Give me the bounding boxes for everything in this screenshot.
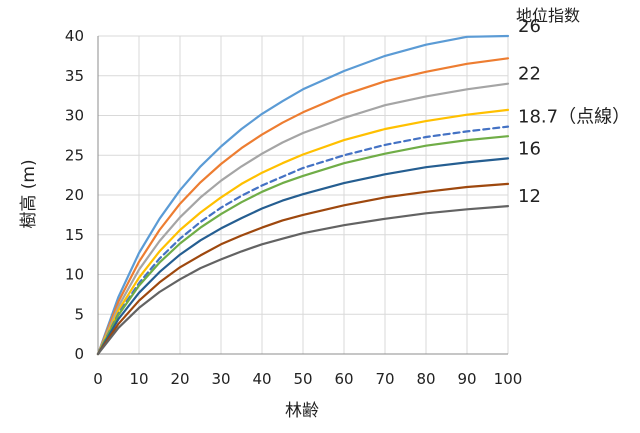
x-tick-labels: 0 10 20 30 40 50 60 70 80 90 100 — [93, 370, 522, 388]
y-tick-label: 0 — [74, 345, 84, 363]
x-tick-label: 40 — [252, 370, 271, 388]
y-tick-label: 5 — [74, 305, 84, 323]
y-tick-label: 20 — [65, 186, 84, 204]
x-axis-title: 林齢 — [285, 401, 319, 421]
x-tick-label: 10 — [129, 370, 148, 388]
curve-label: 12 — [518, 186, 541, 207]
x-tick-label: 30 — [211, 370, 230, 388]
curve-label: 16 — [518, 138, 541, 159]
series-lines — [96, 34, 510, 356]
y-tick-label: 10 — [65, 266, 84, 284]
x-tick-label: 20 — [170, 370, 189, 388]
axes — [97, 36, 508, 355]
x-tick-label: 60 — [334, 370, 353, 388]
series-line-6 — [96, 157, 510, 356]
y-tick-label: 15 — [65, 226, 84, 244]
series-line-7 — [96, 182, 510, 356]
x-tick-label: 70 — [375, 370, 394, 388]
x-tick-label: 50 — [293, 370, 312, 388]
y-tick-labels: 0 5 10 15 20 25 30 35 40 — [65, 27, 84, 363]
y-tick-label: 25 — [65, 146, 84, 164]
x-tick-label: 80 — [416, 370, 435, 388]
y-axis-title: 樹高 (m) — [19, 159, 39, 228]
series-line-0 — [96, 34, 510, 356]
x-tick-label: 90 — [457, 370, 476, 388]
series-line-4 — [96, 125, 510, 356]
series-line-3 — [96, 108, 510, 356]
x-tick-label: 100 — [494, 370, 523, 388]
y-tick-label: 40 — [65, 27, 84, 45]
legend-title: 地位指数 — [516, 6, 580, 25]
series-line-2 — [96, 82, 510, 356]
curve-label: 26 — [518, 16, 541, 37]
series-line-8 — [96, 205, 510, 356]
x-tick-label: 0 — [93, 370, 103, 388]
series-line-1 — [96, 57, 510, 356]
curve-labels: 26 22 18.7（点線） 16 12 — [518, 16, 630, 207]
curve-label: 22 — [518, 64, 541, 85]
curve-label: 18.7（点線） — [518, 107, 630, 128]
series-line-5 — [96, 135, 510, 356]
y-tick-label: 30 — [65, 107, 84, 125]
y-tick-label: 35 — [65, 67, 84, 85]
